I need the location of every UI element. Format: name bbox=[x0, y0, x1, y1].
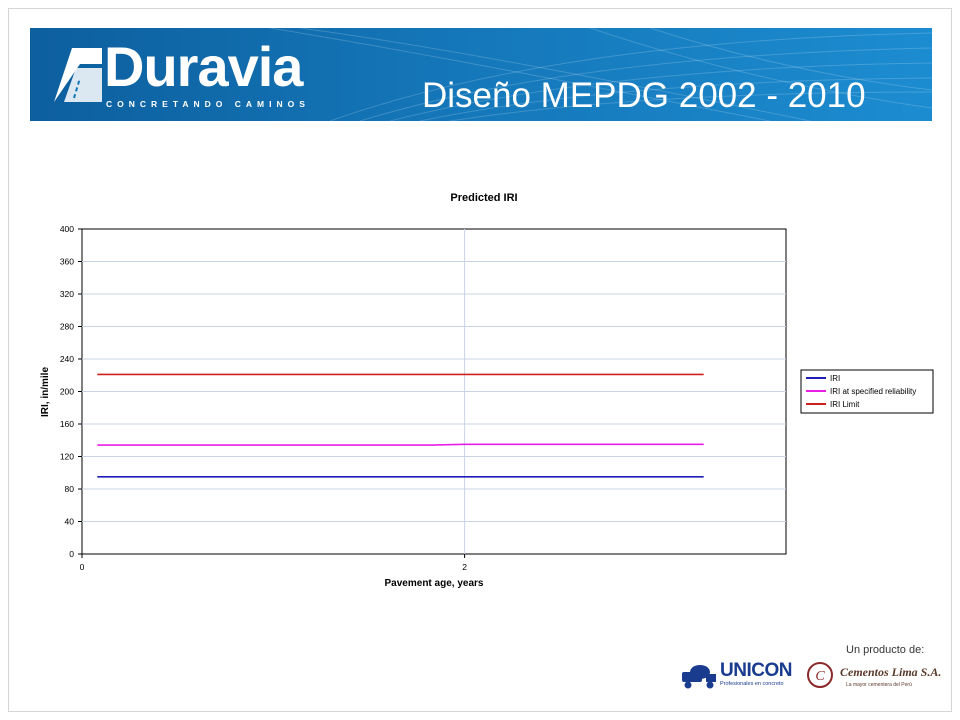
legend-items: IRI IRI at specified reliability IRI Limit bbox=[806, 374, 916, 409]
brand-tagline: CONCRETANDO CAMINOS bbox=[106, 99, 310, 109]
cementos-lima-logo: C Cementos Lima S.A. La mayor cementera … bbox=[806, 660, 941, 692]
legend-label: IRI bbox=[830, 374, 840, 383]
unicon-logo: UNICON Profesionales en concreto bbox=[680, 660, 792, 692]
y-tick-label: 280 bbox=[60, 322, 74, 332]
y-tick-label: 40 bbox=[65, 517, 75, 527]
y-axis-label: IRI, in/mile bbox=[40, 367, 51, 417]
banner-wave-pattern bbox=[269, 28, 932, 121]
y-tick-label: 240 bbox=[60, 354, 74, 364]
cementos-seal-icon: C bbox=[807, 662, 833, 688]
legend-label: IRI at specified reliability bbox=[830, 387, 916, 396]
slide-frame bbox=[8, 8, 952, 712]
mixer-truck-icon bbox=[682, 665, 716, 689]
legend: IRI IRI at specified reliability IRI Limit bbox=[800, 369, 934, 414]
axis-ticks: 0 40 80 120 160 200 240 280 320 360 400 0 2 bbox=[60, 224, 467, 572]
series-lines bbox=[97, 373, 704, 478]
footer-label: Un producto de: bbox=[846, 644, 925, 656]
chart-title: Predicted IRI bbox=[450, 192, 517, 204]
y-tick-label: 120 bbox=[60, 452, 74, 462]
y-tick-label: 80 bbox=[65, 484, 75, 494]
x-tick-label: 0 bbox=[80, 562, 85, 572]
unicon-name: UNICON bbox=[720, 660, 792, 681]
cementos-name: Cementos Lima S.A. bbox=[840, 665, 942, 679]
x-axis-label: Pavement age, years bbox=[385, 578, 484, 589]
slide-title: Diseño MEPDG 2002 - 2010 bbox=[422, 76, 866, 115]
road-logo-icon bbox=[54, 48, 102, 102]
series-line-2 bbox=[97, 443, 704, 446]
grid-lines bbox=[82, 229, 786, 554]
cementos-tagline: La mayor cementera del Perú bbox=[846, 682, 912, 688]
x-tick-label: 2 bbox=[462, 562, 467, 572]
header-banner: Diseño MEPDG 2002 - 2010 bbox=[30, 28, 932, 121]
svg-text:C: C bbox=[815, 669, 825, 684]
y-tick-label: 160 bbox=[60, 419, 74, 429]
y-tick-label: 200 bbox=[60, 387, 74, 397]
y-tick-label: 360 bbox=[60, 257, 74, 267]
legend-label: IRI Limit bbox=[830, 400, 860, 409]
y-tick-label: 400 bbox=[60, 224, 74, 234]
unicon-tagline: Profesionales en concreto bbox=[720, 681, 784, 687]
brand-name: Duravia bbox=[104, 35, 303, 98]
y-tick-label: 320 bbox=[60, 289, 74, 299]
y-tick-label: 0 bbox=[69, 549, 74, 559]
duravia-logo: Duravia CONCRETANDO CAMINOS bbox=[50, 35, 305, 110]
